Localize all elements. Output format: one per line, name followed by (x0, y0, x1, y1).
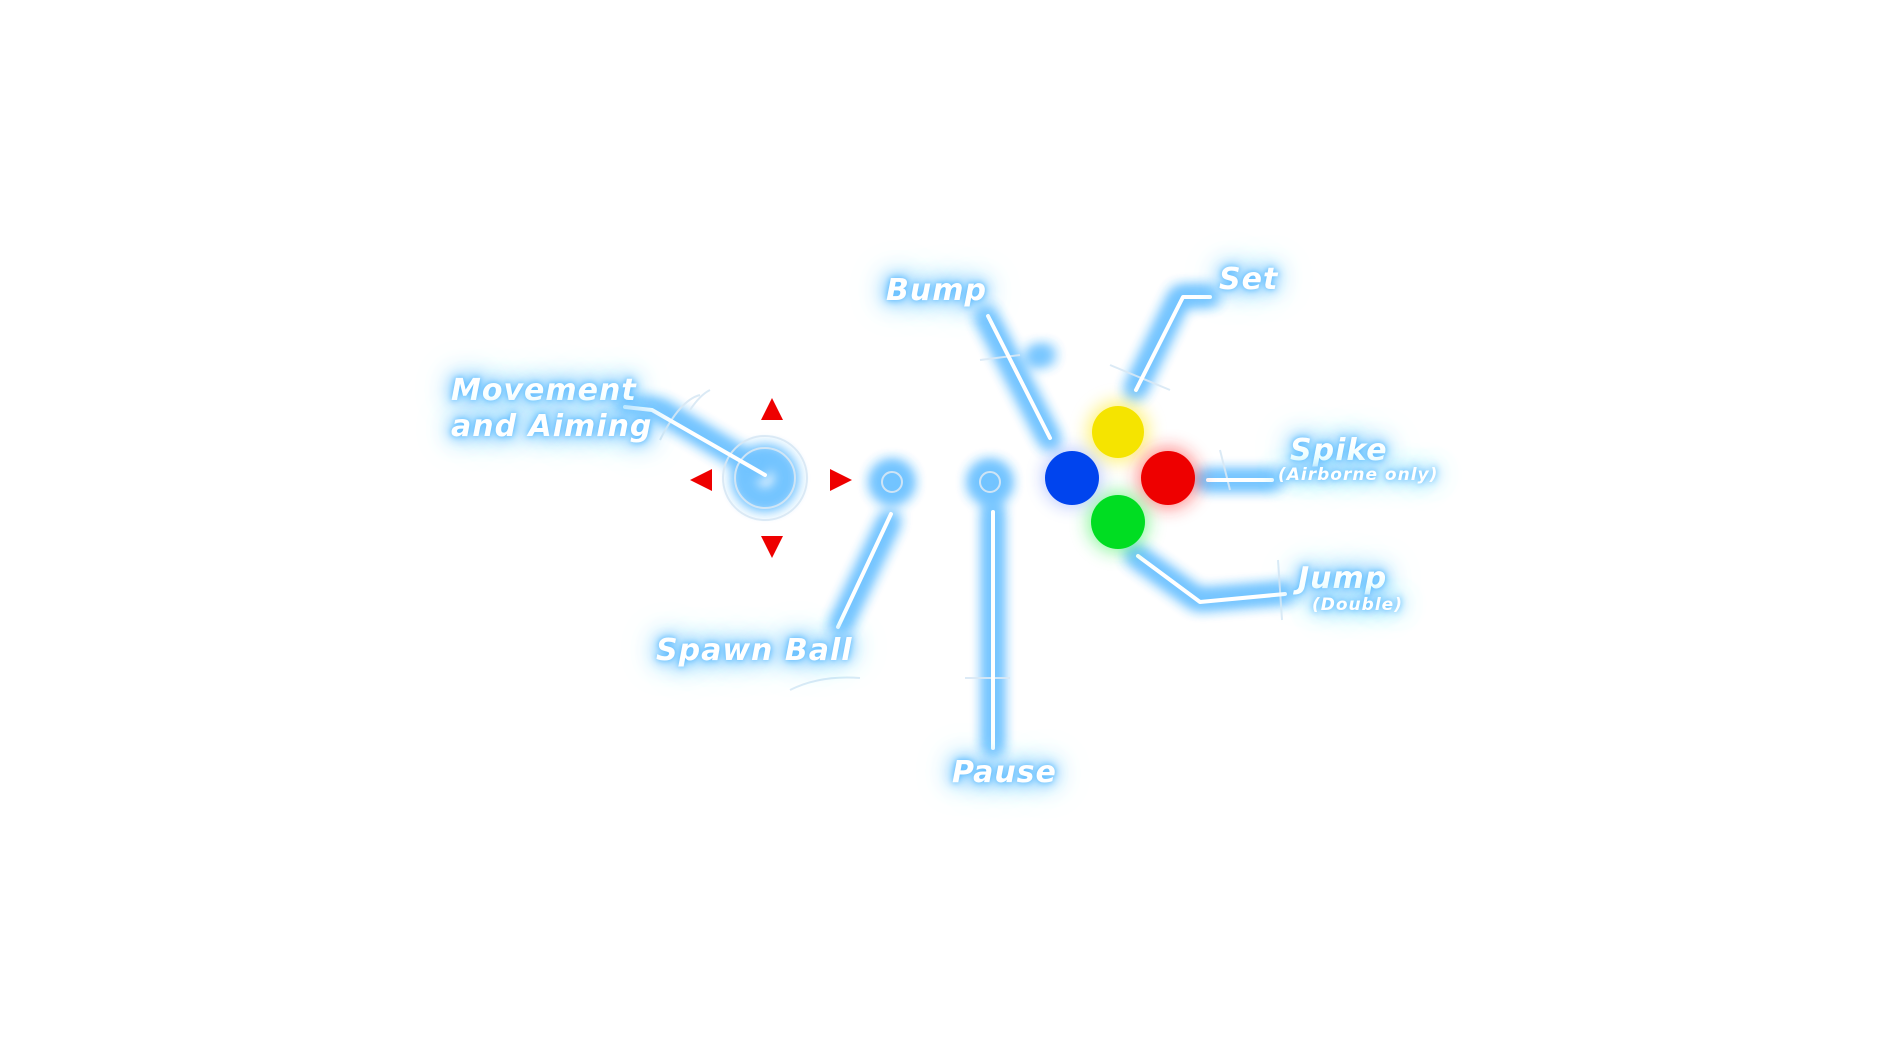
red-button-icon (1141, 451, 1195, 505)
spike-note-text: (Airborne only) (1278, 465, 1439, 485)
movement-leader-line (623, 405, 767, 477)
jump-label: Jump (Double) (1298, 560, 1403, 616)
spawn-ball-label-text: Spawn Ball (656, 633, 853, 668)
controller-outline-arcs (659, 354, 1283, 691)
jump-label-text: Jump (1298, 561, 1388, 596)
jump-leader-line (1136, 554, 1287, 604)
dpad (690, 398, 852, 558)
green-button-icon (1091, 495, 1145, 549)
pause-label-text: Pause (952, 755, 1057, 790)
spawn-ball-leader-line (836, 512, 893, 629)
arrow-left-icon (690, 469, 712, 491)
arrow-down-icon (761, 536, 783, 558)
set-label: Set (1219, 261, 1278, 299)
set-leader-line (1134, 295, 1212, 392)
movement-label-line2: and Aiming (451, 409, 653, 444)
spike-label-text: Spike (1290, 433, 1388, 468)
bump-label-text: Bump (886, 273, 987, 308)
arrow-up-icon (761, 398, 783, 420)
spike-label: Spike (Airborne only) (1278, 432, 1438, 486)
bump-leader-line (986, 314, 1052, 440)
jump-note-text: (Double) (1312, 595, 1403, 615)
bump-label: Bump (886, 272, 987, 310)
face-buttons (1044, 402, 1198, 552)
spawn-ball-label: Spawn Ball (656, 632, 853, 670)
movement-label: Movement and Aiming (451, 372, 652, 446)
set-label-text: Set (1219, 262, 1279, 297)
leader-lines (623, 295, 1287, 750)
leader-lines-glow (618, 289, 1292, 755)
arrow-right-icon (830, 469, 852, 491)
blue-button-icon (1045, 451, 1099, 505)
pause-label: Pause (952, 754, 1057, 792)
yellow-button-icon (1092, 406, 1144, 458)
movement-label-line1: Movement (451, 373, 637, 408)
